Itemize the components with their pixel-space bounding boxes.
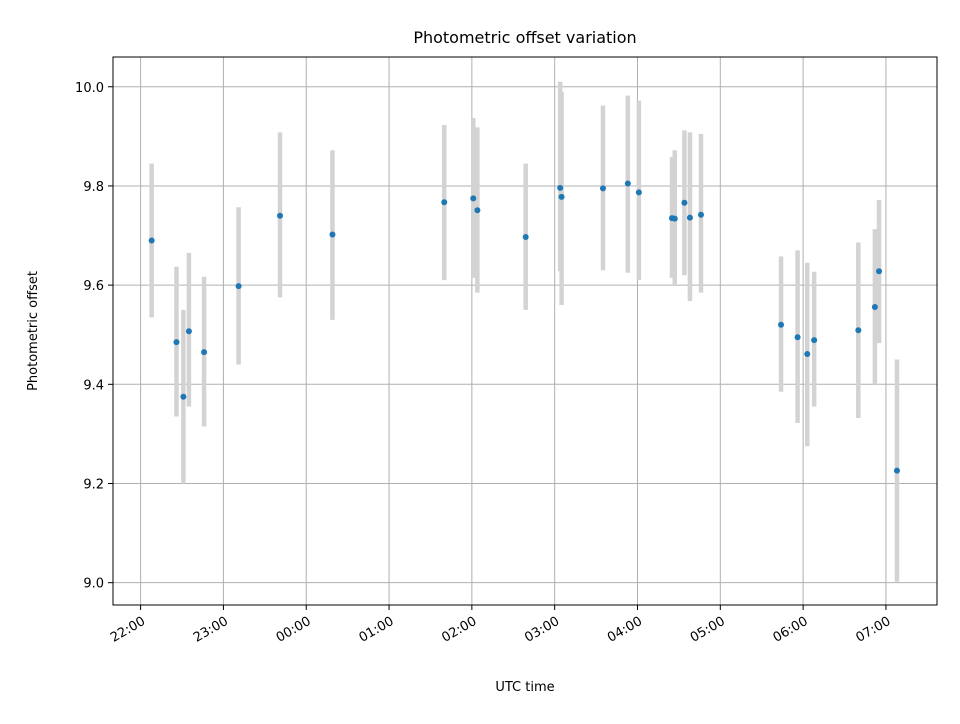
data-point xyxy=(441,199,448,206)
plot-frame xyxy=(112,56,938,606)
x-axis-label: UTC time xyxy=(495,680,554,695)
data-point xyxy=(185,328,192,335)
data-point xyxy=(681,199,688,206)
data-point xyxy=(893,467,900,474)
y-tick-label: 9.8 xyxy=(83,180,104,195)
chart-title: Photometric offset variation xyxy=(413,28,636,47)
data-point xyxy=(599,185,606,192)
data-point xyxy=(201,349,208,356)
data-point xyxy=(697,211,704,218)
y-tick-label: 10.0 xyxy=(75,81,104,96)
y-tick-label: 9.0 xyxy=(83,577,104,592)
data-point xyxy=(557,184,564,191)
data-point xyxy=(277,212,284,219)
data-point xyxy=(871,303,878,310)
data-point xyxy=(624,180,631,187)
y-axis-label: Photometric offset xyxy=(26,271,41,391)
data-point xyxy=(804,351,811,358)
data-point xyxy=(794,334,801,341)
data-point xyxy=(778,321,785,328)
data-point xyxy=(635,189,642,196)
data-point xyxy=(173,339,180,346)
data-point xyxy=(855,327,862,334)
y-tick-label: 9.4 xyxy=(83,378,104,393)
data-point xyxy=(671,215,678,222)
y-tick-label: 9.6 xyxy=(83,279,104,294)
data-point xyxy=(235,283,242,290)
data-point xyxy=(522,234,529,241)
data-point xyxy=(148,237,155,244)
data-point xyxy=(180,393,187,400)
data-point xyxy=(811,337,818,344)
data-point xyxy=(876,268,883,275)
data-point xyxy=(474,207,481,214)
data-point xyxy=(329,231,336,238)
y-axis-ticks: 9.0 9.2 9.4 9.6 9.8 10.0 xyxy=(75,81,113,592)
data-points xyxy=(148,180,900,474)
data-point xyxy=(470,195,477,202)
data-point xyxy=(558,193,565,200)
y-tick-label: 9.2 xyxy=(83,477,104,492)
data-point xyxy=(686,214,693,221)
